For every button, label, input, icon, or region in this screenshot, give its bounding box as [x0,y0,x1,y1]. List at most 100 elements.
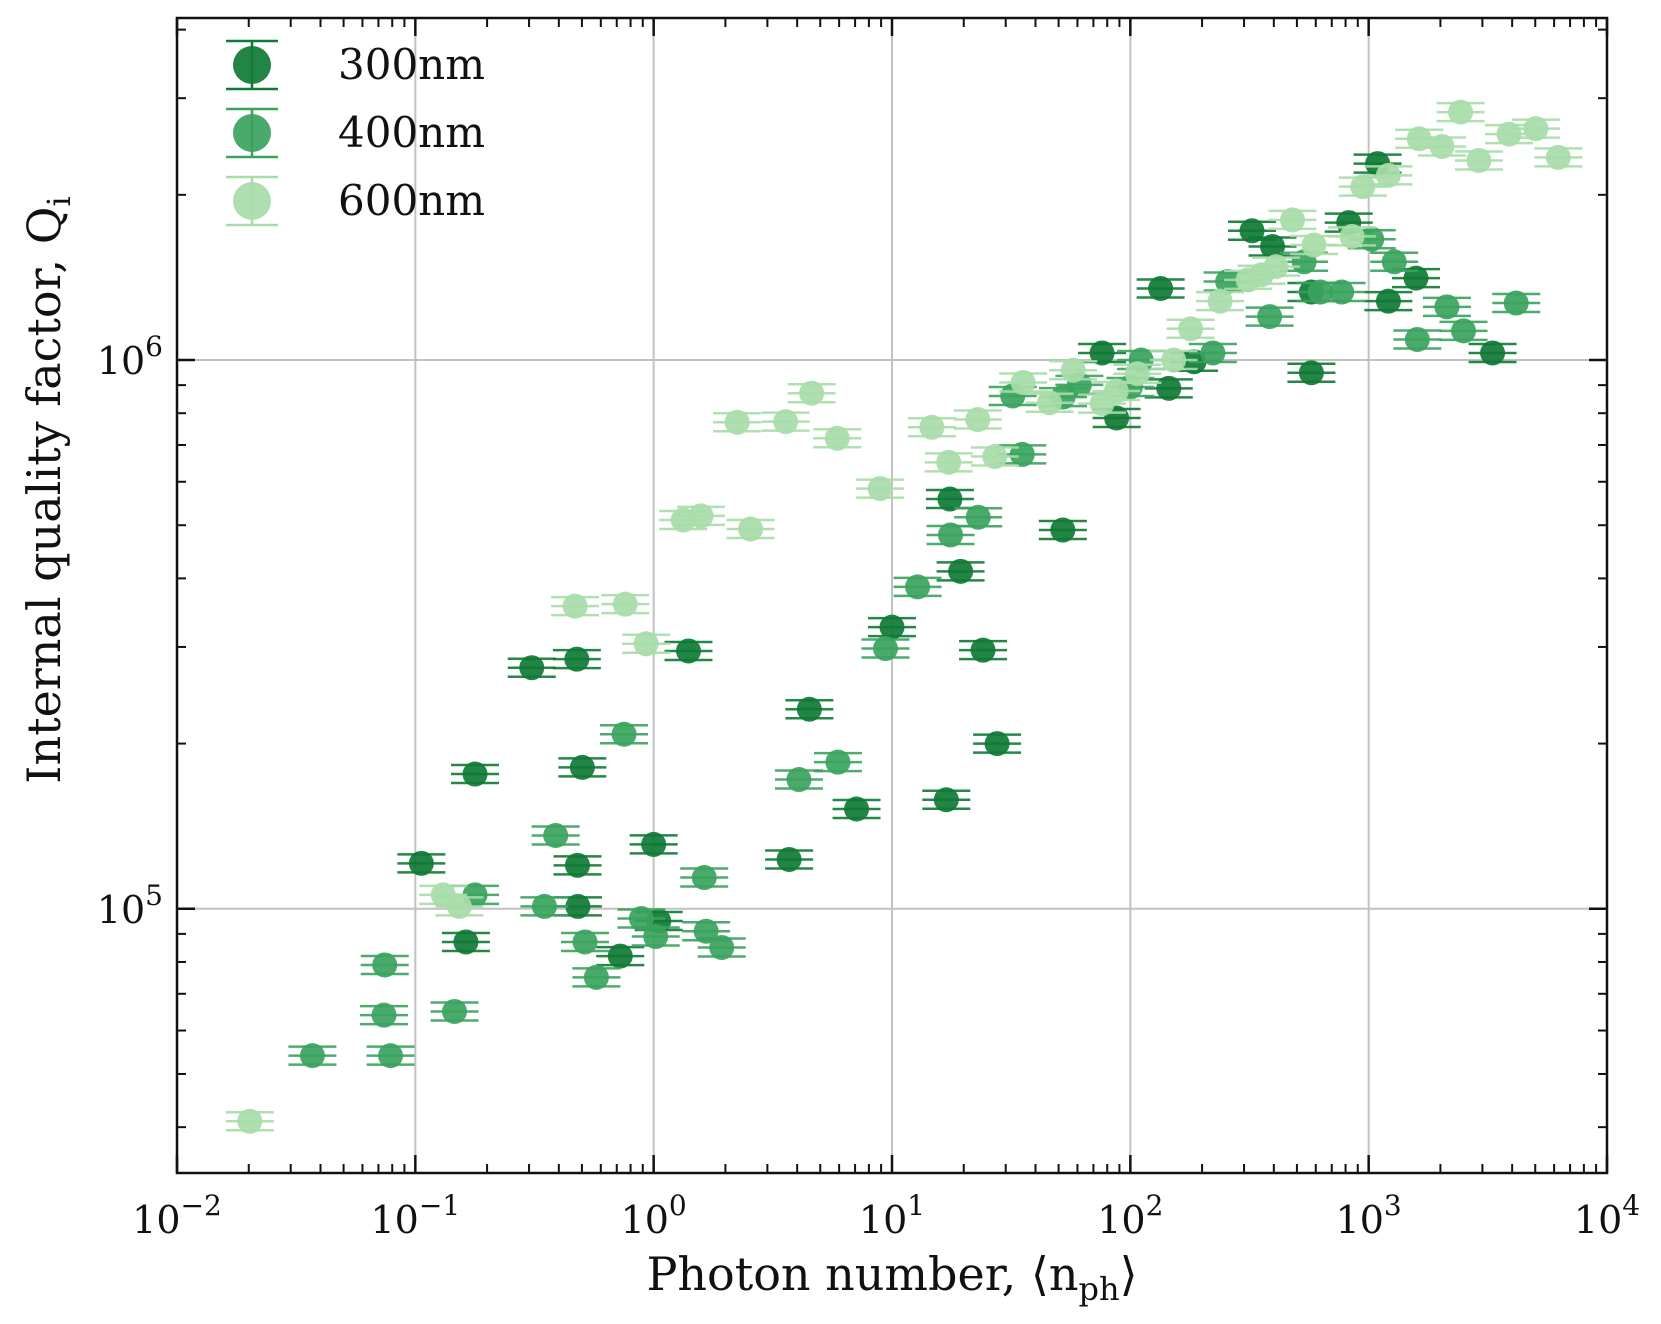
y-tick-label: 105 [97,879,163,932]
data-point [1148,275,1174,301]
x-tick-exp: 4 [1622,1189,1640,1222]
data-point [1496,121,1522,147]
data-point [1156,375,1182,401]
data-point [1448,99,1474,125]
legend-item-400nm: 400nm [226,107,485,159]
x-tick-label: 104 [1574,1189,1640,1242]
x-tick-label: 101 [859,1189,925,1242]
data-point [1404,326,1430,352]
data-point [1329,279,1355,305]
data-point [607,943,633,969]
data-point [938,522,964,548]
data-point [948,558,974,584]
data-point [1339,223,1365,249]
data-point [1060,357,1086,383]
data-point [583,964,609,990]
data-point [611,721,637,747]
data-point [564,852,590,878]
data-point [299,1043,325,1069]
data-point [1009,441,1035,467]
data-point [1239,218,1265,244]
data-point [1103,378,1129,404]
data-point [724,409,750,435]
data-point [965,407,991,433]
data-point [442,998,468,1024]
x-axis-label-main: Photon number, ⟨n [646,1247,1078,1301]
y-tick-base: 10 [97,339,145,383]
x-tick-exp: −2 [181,1189,222,1222]
data-point [378,1043,404,1069]
data-point [1260,234,1286,260]
data-point [1434,294,1460,320]
x-tick-base: 10 [859,1198,907,1242]
data-point [824,425,850,451]
data-point [565,893,591,919]
data-point [709,935,735,961]
data-point [1298,360,1324,386]
data-point [786,767,812,793]
x-tick-base: 10 [132,1198,180,1242]
data-point [773,409,799,435]
data-point [372,952,398,978]
x-tick-base: 10 [1097,1198,1145,1242]
data-point [867,476,893,502]
data-point [691,865,717,891]
data-point [675,638,701,664]
data-point [446,893,472,919]
data-point [371,1002,397,1028]
data-point [628,906,654,932]
x-tick-label: 103 [1336,1189,1402,1242]
x-axis-label: Photon number, ⟨nph⟩ [646,1247,1137,1308]
data-point [1406,126,1432,152]
legend-label: 400nm [338,108,485,157]
data-point [965,504,991,530]
data-point [543,822,569,848]
data-point [844,796,870,822]
data-point [1375,288,1401,314]
data-point [1010,369,1036,395]
x-tick-exp: −1 [419,1189,460,1222]
data-point [1301,232,1327,258]
legend-marker [233,182,271,220]
data-points [225,99,1583,1134]
legend-label: 600nm [338,176,485,225]
data-point [612,591,638,617]
data-point [937,486,963,512]
data-point [1523,116,1549,142]
data-point [562,593,588,619]
data-point [643,924,669,950]
data-point [572,929,598,955]
legend-item-600nm: 600nm [226,175,485,227]
data-point [462,761,488,787]
data-point [1124,361,1150,387]
data-point [905,574,931,600]
data-point [564,646,590,672]
y-axis-label-main: Internal quality factor, Q [17,207,71,784]
legend-label: 300nm [338,40,485,89]
data-point [1161,347,1187,373]
data-point [1480,340,1506,366]
data-point [879,614,905,640]
x-tick-base: 10 [1574,1198,1622,1242]
y-tick-label: 106 [97,330,163,383]
data-point [688,503,714,529]
data-point [1257,304,1283,330]
data-point [531,893,557,919]
data-point [569,754,595,780]
data-point [1429,133,1455,159]
data-point [237,1108,263,1134]
y-tick-base: 10 [97,888,145,932]
data-point [1050,517,1076,543]
x-tick-exp: 2 [1146,1189,1164,1222]
x-tick-exp: 1 [907,1189,925,1222]
data-point [1403,265,1429,291]
data-point [633,631,659,657]
x-tick-exp: 3 [1384,1189,1402,1222]
legend-item-300nm: 300nm [226,39,485,91]
data-point [519,655,545,681]
data-point [738,516,764,542]
data-point [1451,318,1477,344]
legend: 300nm 400nm 600nm [226,39,485,227]
